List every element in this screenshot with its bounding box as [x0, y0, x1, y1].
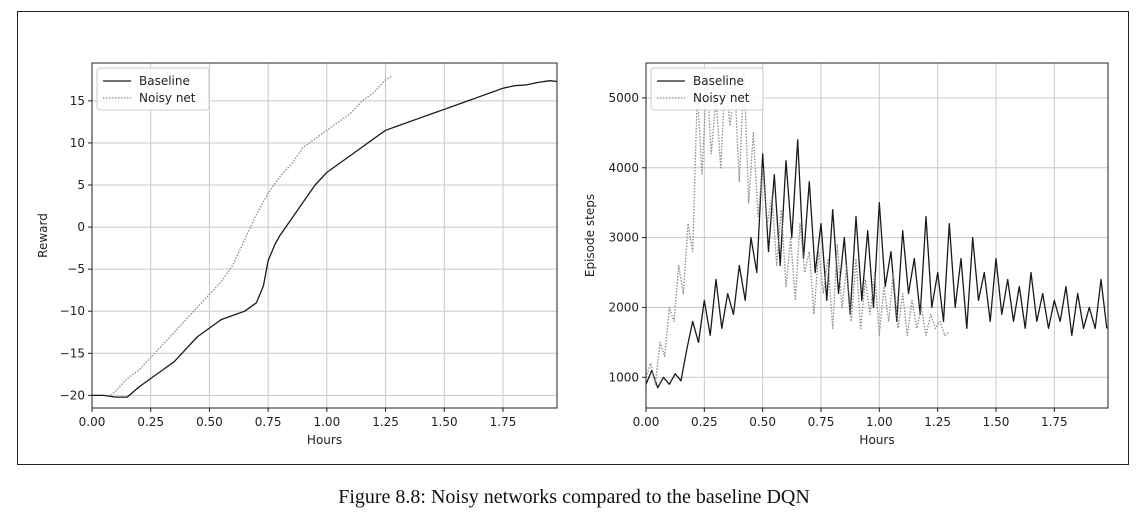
x-tick-label: 1.75 [1041, 415, 1068, 429]
legend-box [650, 67, 764, 111]
y-tick-label: 5 [77, 178, 85, 192]
x-tick-label: 0.25 [691, 415, 718, 429]
series-line-baseline [646, 139, 1108, 389]
series-line-baseline [92, 80, 557, 398]
x-tick-label: 0.25 [137, 415, 164, 429]
legend-box [96, 67, 210, 111]
y-tick-label: 4000 [608, 161, 639, 175]
y-tick-label: 5000 [608, 91, 639, 105]
y-tick-label: −20 [60, 388, 85, 402]
x-tick-label: 1.25 [372, 415, 399, 429]
y-tick-label: −5 [67, 262, 85, 276]
x-tick-label: 1.50 [983, 415, 1010, 429]
x-axis-label: Hours [307, 433, 342, 447]
x-tick-label: 1.75 [490, 415, 517, 429]
x-tick-label: 0.75 [255, 415, 282, 429]
y-tick-label: 1000 [608, 370, 639, 384]
x-tick-label: 0.75 [808, 415, 835, 429]
y-tick-label: −15 [60, 346, 85, 360]
x-tick-label: 1.50 [431, 415, 458, 429]
chart-2: 0.00 0.25 0.50 0.75 1.00 1.25 1.50 1.75 1000 2000… [583, 62, 1109, 447]
y-tick-label: 2000 [608, 300, 639, 314]
x-tick-label: 0.50 [749, 415, 776, 429]
y-tick-label: 15 [70, 94, 85, 108]
plot-area-border [91, 62, 558, 409]
legend-label: Baseline [693, 74, 744, 88]
figure-frame [17, 11, 1129, 465]
plot-area-border [645, 62, 1109, 409]
y-axis-label: Reward [36, 213, 50, 258]
y-tick-label: 3000 [608, 231, 639, 245]
legend-label: Noisy net [693, 91, 750, 105]
y-tick-label: 10 [70, 136, 85, 150]
x-tick-label: 1.00 [313, 415, 340, 429]
x-tick-label: 1.25 [924, 415, 951, 429]
y-tick-label: 0 [77, 220, 85, 234]
legend-label: Baseline [139, 74, 190, 88]
y-axis-label: Episode steps [583, 194, 597, 277]
series-line-noisy-net [646, 69, 950, 385]
x-tick-label: 1.00 [866, 415, 893, 429]
x-tick-label: 0.50 [196, 415, 223, 429]
y-tick-label: −10 [60, 304, 85, 318]
chart-1: 0.00 0.25 0.50 0.75 1.00 1.25 1.50 1.75 −20 −15 −1… [36, 62, 558, 447]
figure-caption: Figure 8.8: Noisy networks compared to t… [338, 486, 810, 508]
legend-label: Noisy net [139, 91, 196, 105]
series-line-noisy-net [110, 75, 393, 396]
x-tick-label: 0.00 [633, 415, 660, 429]
x-axis-label: Hours [859, 433, 894, 447]
x-tick-label: 0.00 [79, 415, 106, 429]
